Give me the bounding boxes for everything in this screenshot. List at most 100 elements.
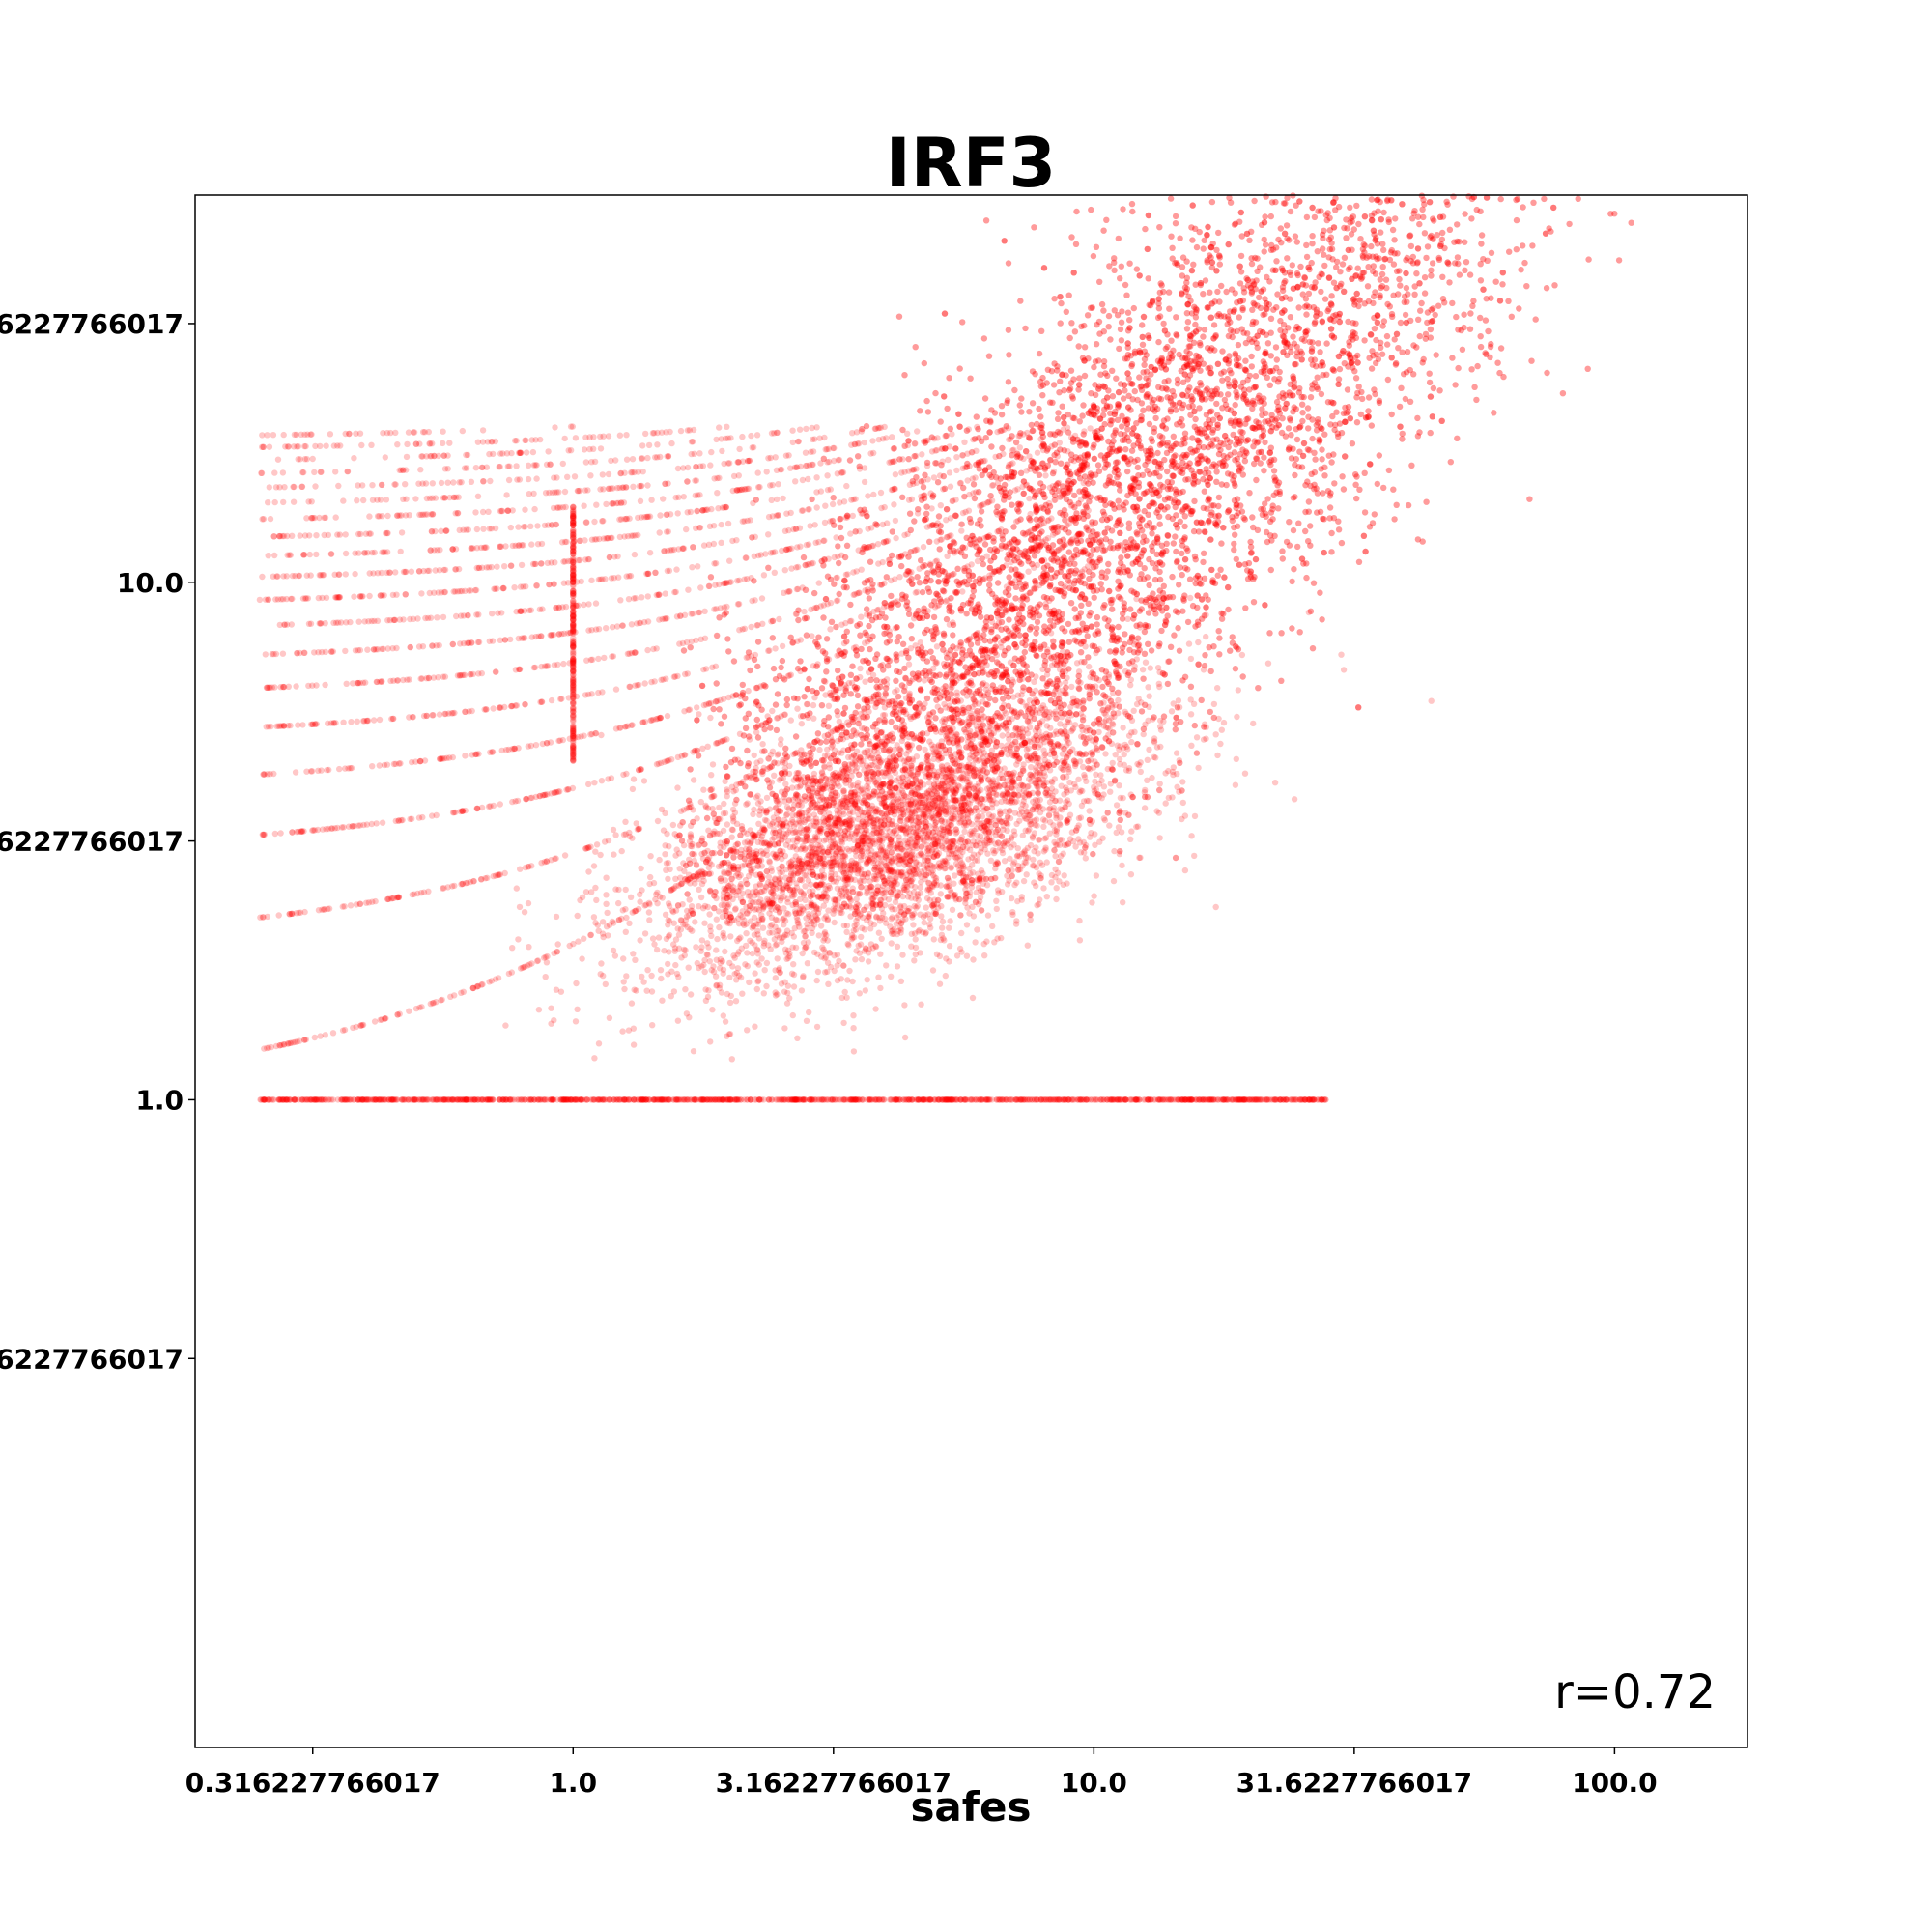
scatter-point — [376, 716, 384, 724]
scatter-point — [463, 880, 469, 887]
scatter-point — [424, 614, 432, 622]
scatter-point — [360, 497, 367, 504]
scatter-point — [852, 1096, 860, 1103]
scatter-point — [592, 600, 600, 607]
scatter-point — [406, 714, 412, 721]
scatter-point — [1302, 1096, 1309, 1103]
scatter-point — [569, 659, 576, 666]
scatter-point — [593, 536, 600, 543]
scatter-point — [298, 1096, 305, 1103]
scatter-point — [966, 1096, 974, 1103]
scatter-point — [632, 649, 639, 656]
scatter-point — [415, 480, 422, 487]
scatter-point — [271, 830, 279, 838]
scatter-point — [389, 591, 397, 599]
scatter-point — [322, 681, 328, 689]
scatter-point — [891, 501, 897, 508]
scatter-point — [956, 1096, 964, 1103]
scatter-point — [526, 491, 532, 497]
scatter-point — [616, 432, 624, 439]
scatter-point — [862, 639, 868, 646]
scatter-point — [655, 760, 662, 767]
scatter-point — [457, 587, 464, 595]
scatter-point — [440, 440, 446, 447]
scatter-point — [879, 521, 886, 528]
scatter-point — [346, 430, 353, 438]
scatter-point — [394, 512, 401, 519]
scatter-point — [682, 752, 689, 758]
scatter-point — [534, 957, 542, 964]
scatter-point — [423, 495, 431, 502]
scatter-point — [271, 498, 278, 506]
scatter-point — [355, 530, 362, 538]
scatter-point — [644, 646, 651, 654]
scatter-point — [417, 467, 424, 473]
scatter-point — [429, 712, 436, 719]
scatter-point — [446, 440, 453, 446]
scatter-point — [475, 1096, 482, 1103]
scatter-point — [704, 743, 711, 750]
scatter-point — [444, 479, 451, 486]
scatter-point — [589, 1096, 596, 1103]
scatter-point — [680, 494, 687, 500]
scatter-point — [440, 566, 447, 574]
scatter-point — [861, 478, 868, 486]
scatter-point — [450, 1096, 457, 1103]
scatter-point — [710, 1096, 718, 1103]
scatter-point — [849, 430, 856, 437]
scatter-point — [1290, 1096, 1297, 1103]
scatter-point — [267, 515, 274, 523]
scatter-point — [686, 427, 694, 434]
scatter-point — [697, 584, 704, 591]
scatter-point — [485, 1096, 493, 1103]
scatter-point — [859, 1096, 866, 1103]
scatter-point — [311, 469, 318, 476]
scatter-point — [449, 546, 456, 553]
scatter-point — [690, 544, 696, 551]
scatter-point — [300, 828, 307, 835]
scatter-point — [384, 549, 391, 555]
scatter-point — [632, 595, 639, 602]
scatter-point — [760, 572, 768, 579]
scatter-point — [272, 484, 280, 491]
scatter-point — [682, 1096, 689, 1103]
scatter-point — [342, 571, 349, 578]
scatter-point — [434, 1096, 440, 1103]
scatter-point — [332, 720, 339, 726]
scatter-point — [983, 1096, 990, 1103]
scatter-point — [488, 563, 495, 571]
scatter-point — [281, 621, 289, 628]
scatter-point — [656, 529, 663, 536]
scatter-point — [578, 1096, 584, 1103]
scatter-point — [748, 623, 754, 631]
scatter-point — [484, 1096, 491, 1103]
scatter-point — [694, 507, 701, 515]
scatter-point — [1178, 1096, 1184, 1103]
scatter-point — [270, 650, 277, 658]
scatter-point — [542, 663, 549, 669]
scatter-point — [570, 639, 577, 647]
scatter-point — [507, 562, 515, 569]
scatter-point — [946, 469, 953, 476]
scatter-point — [518, 542, 526, 549]
scatter-point — [698, 1096, 705, 1103]
scatter-point — [813, 474, 820, 481]
scatter-point — [407, 643, 413, 651]
scatter-point — [342, 1096, 350, 1103]
scatter-point — [601, 1096, 608, 1103]
scatter-point — [553, 521, 560, 528]
scatter-point — [419, 813, 426, 821]
scatter-point — [355, 1096, 361, 1103]
scatter-point — [592, 626, 600, 633]
scatter-point — [1049, 1096, 1056, 1103]
scatter-point — [453, 494, 460, 500]
scatter-point — [347, 618, 354, 626]
scatter-point — [605, 470, 612, 478]
scatter-point — [556, 788, 563, 795]
scatter-point — [402, 1096, 409, 1103]
scatter-point — [718, 539, 724, 546]
scatter-point — [271, 469, 278, 476]
scatter-point — [774, 429, 781, 436]
scatter-point — [331, 571, 338, 578]
scatter-point — [639, 594, 645, 601]
